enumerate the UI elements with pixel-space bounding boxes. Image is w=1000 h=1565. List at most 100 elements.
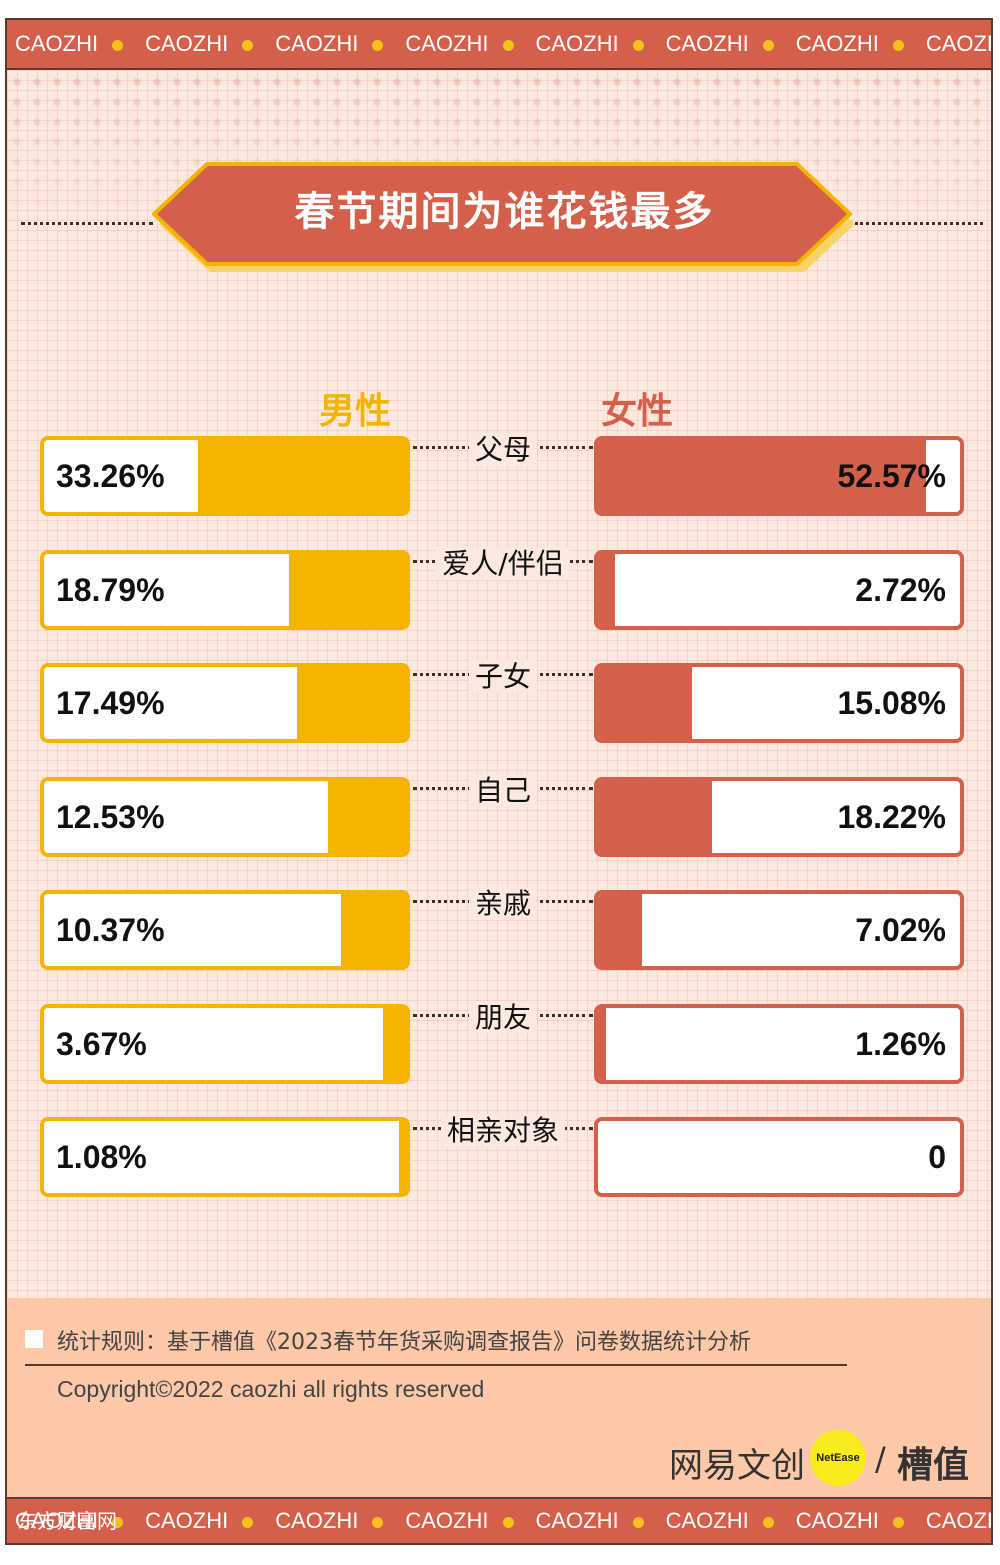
data-label-male: 10.37% bbox=[56, 912, 165, 948]
banner-text: CAOZHI bbox=[405, 1508, 489, 1533]
banner-dot bbox=[892, 40, 904, 51]
bar-female: 18.22% bbox=[594, 777, 964, 857]
category-label: 父母 bbox=[413, 428, 593, 468]
netease-badge: NetEase bbox=[810, 1430, 866, 1486]
banner-text: CAOZHI bbox=[405, 31, 489, 56]
bar-female-fill bbox=[598, 894, 642, 966]
banner-text: CAOZHI bbox=[535, 1508, 619, 1533]
title-banner-shape bbox=[151, 162, 855, 274]
data-label-female: 0 bbox=[928, 1139, 946, 1175]
data-label-male: 1.08% bbox=[56, 1139, 147, 1175]
legend-male: 男性 bbox=[319, 391, 392, 432]
chart-title: 春节期间为谁花钱最多 bbox=[294, 189, 715, 235]
banner-text: CAOZHI bbox=[145, 31, 229, 56]
data-label-female: 15.08% bbox=[837, 685, 946, 721]
brand-separator: / bbox=[875, 1440, 886, 1478]
banner-dot bbox=[112, 1517, 124, 1528]
banner-text: CAOZHI bbox=[145, 1508, 229, 1533]
bar-male: 10.37% bbox=[40, 890, 410, 970]
banner-text: CAOZHI bbox=[275, 1508, 359, 1533]
bar-female-fill bbox=[598, 554, 615, 626]
banner-dot bbox=[632, 1517, 644, 1528]
copyright: Copyright©2022 caozhi all rights reserve… bbox=[57, 1376, 485, 1402]
infographic-frame: CAOZHI CAOZHI CAOZHI CAOZHI CAOZHI CAOZHI CAOZ… bbox=[5, 18, 993, 1545]
banner-dot bbox=[502, 40, 514, 51]
bar-female: 1.26% bbox=[594, 1004, 964, 1084]
title-dotline-left bbox=[21, 222, 153, 225]
title-banner: 春节期间为谁花钱最多 bbox=[151, 162, 857, 274]
bar-female-fill bbox=[598, 781, 712, 853]
bar-male: 3.67% bbox=[40, 1004, 410, 1084]
banner-text: CAOZHI bbox=[795, 1508, 879, 1533]
title-dotline-right bbox=[855, 222, 983, 225]
category-label: 爱人/伴侣 bbox=[413, 542, 593, 582]
banner-text: CAOZHI bbox=[275, 31, 359, 56]
data-label-male: 12.53% bbox=[56, 799, 165, 835]
note-marker bbox=[25, 1330, 43, 1348]
bar-male-fill bbox=[288, 554, 406, 626]
banner-dot bbox=[632, 40, 644, 51]
bar-male-fill bbox=[341, 894, 406, 966]
bar-female-fill bbox=[598, 667, 693, 739]
data-label-female: 2.72% bbox=[855, 572, 946, 608]
bar-male: 12.53% bbox=[40, 777, 410, 857]
bar-male: 33.26% bbox=[40, 436, 410, 516]
bar-female-fill bbox=[598, 440, 927, 512]
category-label: 子女 bbox=[413, 655, 593, 695]
banner-dot bbox=[762, 40, 774, 51]
category-label: 朋友 bbox=[413, 996, 593, 1036]
data-label-male: 18.79% bbox=[56, 572, 165, 608]
bottom-banner: CAOZHI CAOZHI CAOZHI CAOZHI CAOZHI CAOZHI CAOZ… bbox=[7, 1497, 991, 1543]
data-label-male: 17.49% bbox=[56, 685, 165, 721]
category-label-text: 父母 bbox=[468, 433, 537, 466]
category-label: 亲戚 bbox=[413, 882, 593, 922]
bar-male-fill bbox=[399, 1121, 406, 1193]
footnote-underline bbox=[25, 1364, 847, 1366]
category-label: 相亲对象 bbox=[413, 1109, 593, 1149]
category-label-text: 相亲对象 bbox=[440, 1114, 565, 1147]
bar-female: 15.08% bbox=[594, 663, 964, 743]
data-label-male: 33.26% bbox=[56, 458, 165, 494]
watermark-overlay: 东方财富网 bbox=[17, 1509, 117, 1533]
banner-text: CAOZHI bbox=[925, 31, 991, 56]
data-label-female: 7.02% bbox=[855, 912, 946, 948]
banner-text: CAOZHI bbox=[665, 31, 749, 56]
caozhi-logo-text: 槽值 bbox=[897, 1445, 970, 1486]
banner-dot bbox=[372, 1517, 384, 1528]
banner-dot bbox=[242, 40, 254, 51]
bar-male-fill bbox=[198, 440, 406, 512]
category-label-text: 子女 bbox=[468, 660, 537, 693]
data-label-male: 3.67% bbox=[56, 1026, 147, 1062]
bar-male-fill bbox=[383, 1008, 406, 1080]
banner-text: CAOZHI bbox=[665, 1508, 749, 1533]
legend-female: 女性 bbox=[601, 391, 674, 432]
bar-female: 52.57% bbox=[594, 436, 964, 516]
bar-female-fill bbox=[598, 1008, 606, 1080]
category-label-text: 爱人/伴侣 bbox=[436, 547, 570, 580]
bar-female: 2.72% bbox=[594, 550, 964, 630]
banner-dot bbox=[112, 40, 124, 51]
banner-text: CAOZHI bbox=[535, 31, 619, 56]
footer: 统计规则：基于槽值《2023春节年货采购调查报告》问卷数据统计分析 Copyri… bbox=[7, 1298, 991, 1503]
bar-male-fill bbox=[327, 781, 406, 853]
bar-male: 1.08% bbox=[40, 1117, 410, 1197]
data-label-female: 52.57% bbox=[837, 458, 946, 494]
banner-text: CAOZHI bbox=[15, 31, 99, 56]
category-label: 自己 bbox=[413, 769, 593, 809]
banner-text: CAOZHI bbox=[15, 1508, 99, 1533]
category-label-text: 自己 bbox=[468, 774, 537, 807]
banner-dot bbox=[372, 40, 384, 51]
banner-dot bbox=[242, 1517, 254, 1528]
data-label-female: 18.22% bbox=[837, 799, 946, 835]
category-label-text: 朋友 bbox=[468, 1001, 537, 1034]
banner-dot bbox=[892, 1517, 904, 1528]
bar-male: 18.79% bbox=[40, 550, 410, 630]
banner-dot bbox=[502, 1517, 514, 1528]
banner-text: CAOZHI bbox=[795, 31, 879, 56]
category-label-text: 亲戚 bbox=[468, 887, 537, 920]
bar-male: 17.49% bbox=[40, 663, 410, 743]
top-banner: CAOZHI CAOZHI CAOZHI CAOZHI CAOZHI CAOZHI CAOZ… bbox=[7, 20, 991, 70]
netease-logo-text: 网易文创 bbox=[669, 1446, 805, 1486]
banner-text: CAOZHI bbox=[925, 1508, 991, 1533]
footnote: 统计规则：基于槽值《2023春节年货采购调查报告》问卷数据统计分析 bbox=[57, 1330, 751, 1355]
